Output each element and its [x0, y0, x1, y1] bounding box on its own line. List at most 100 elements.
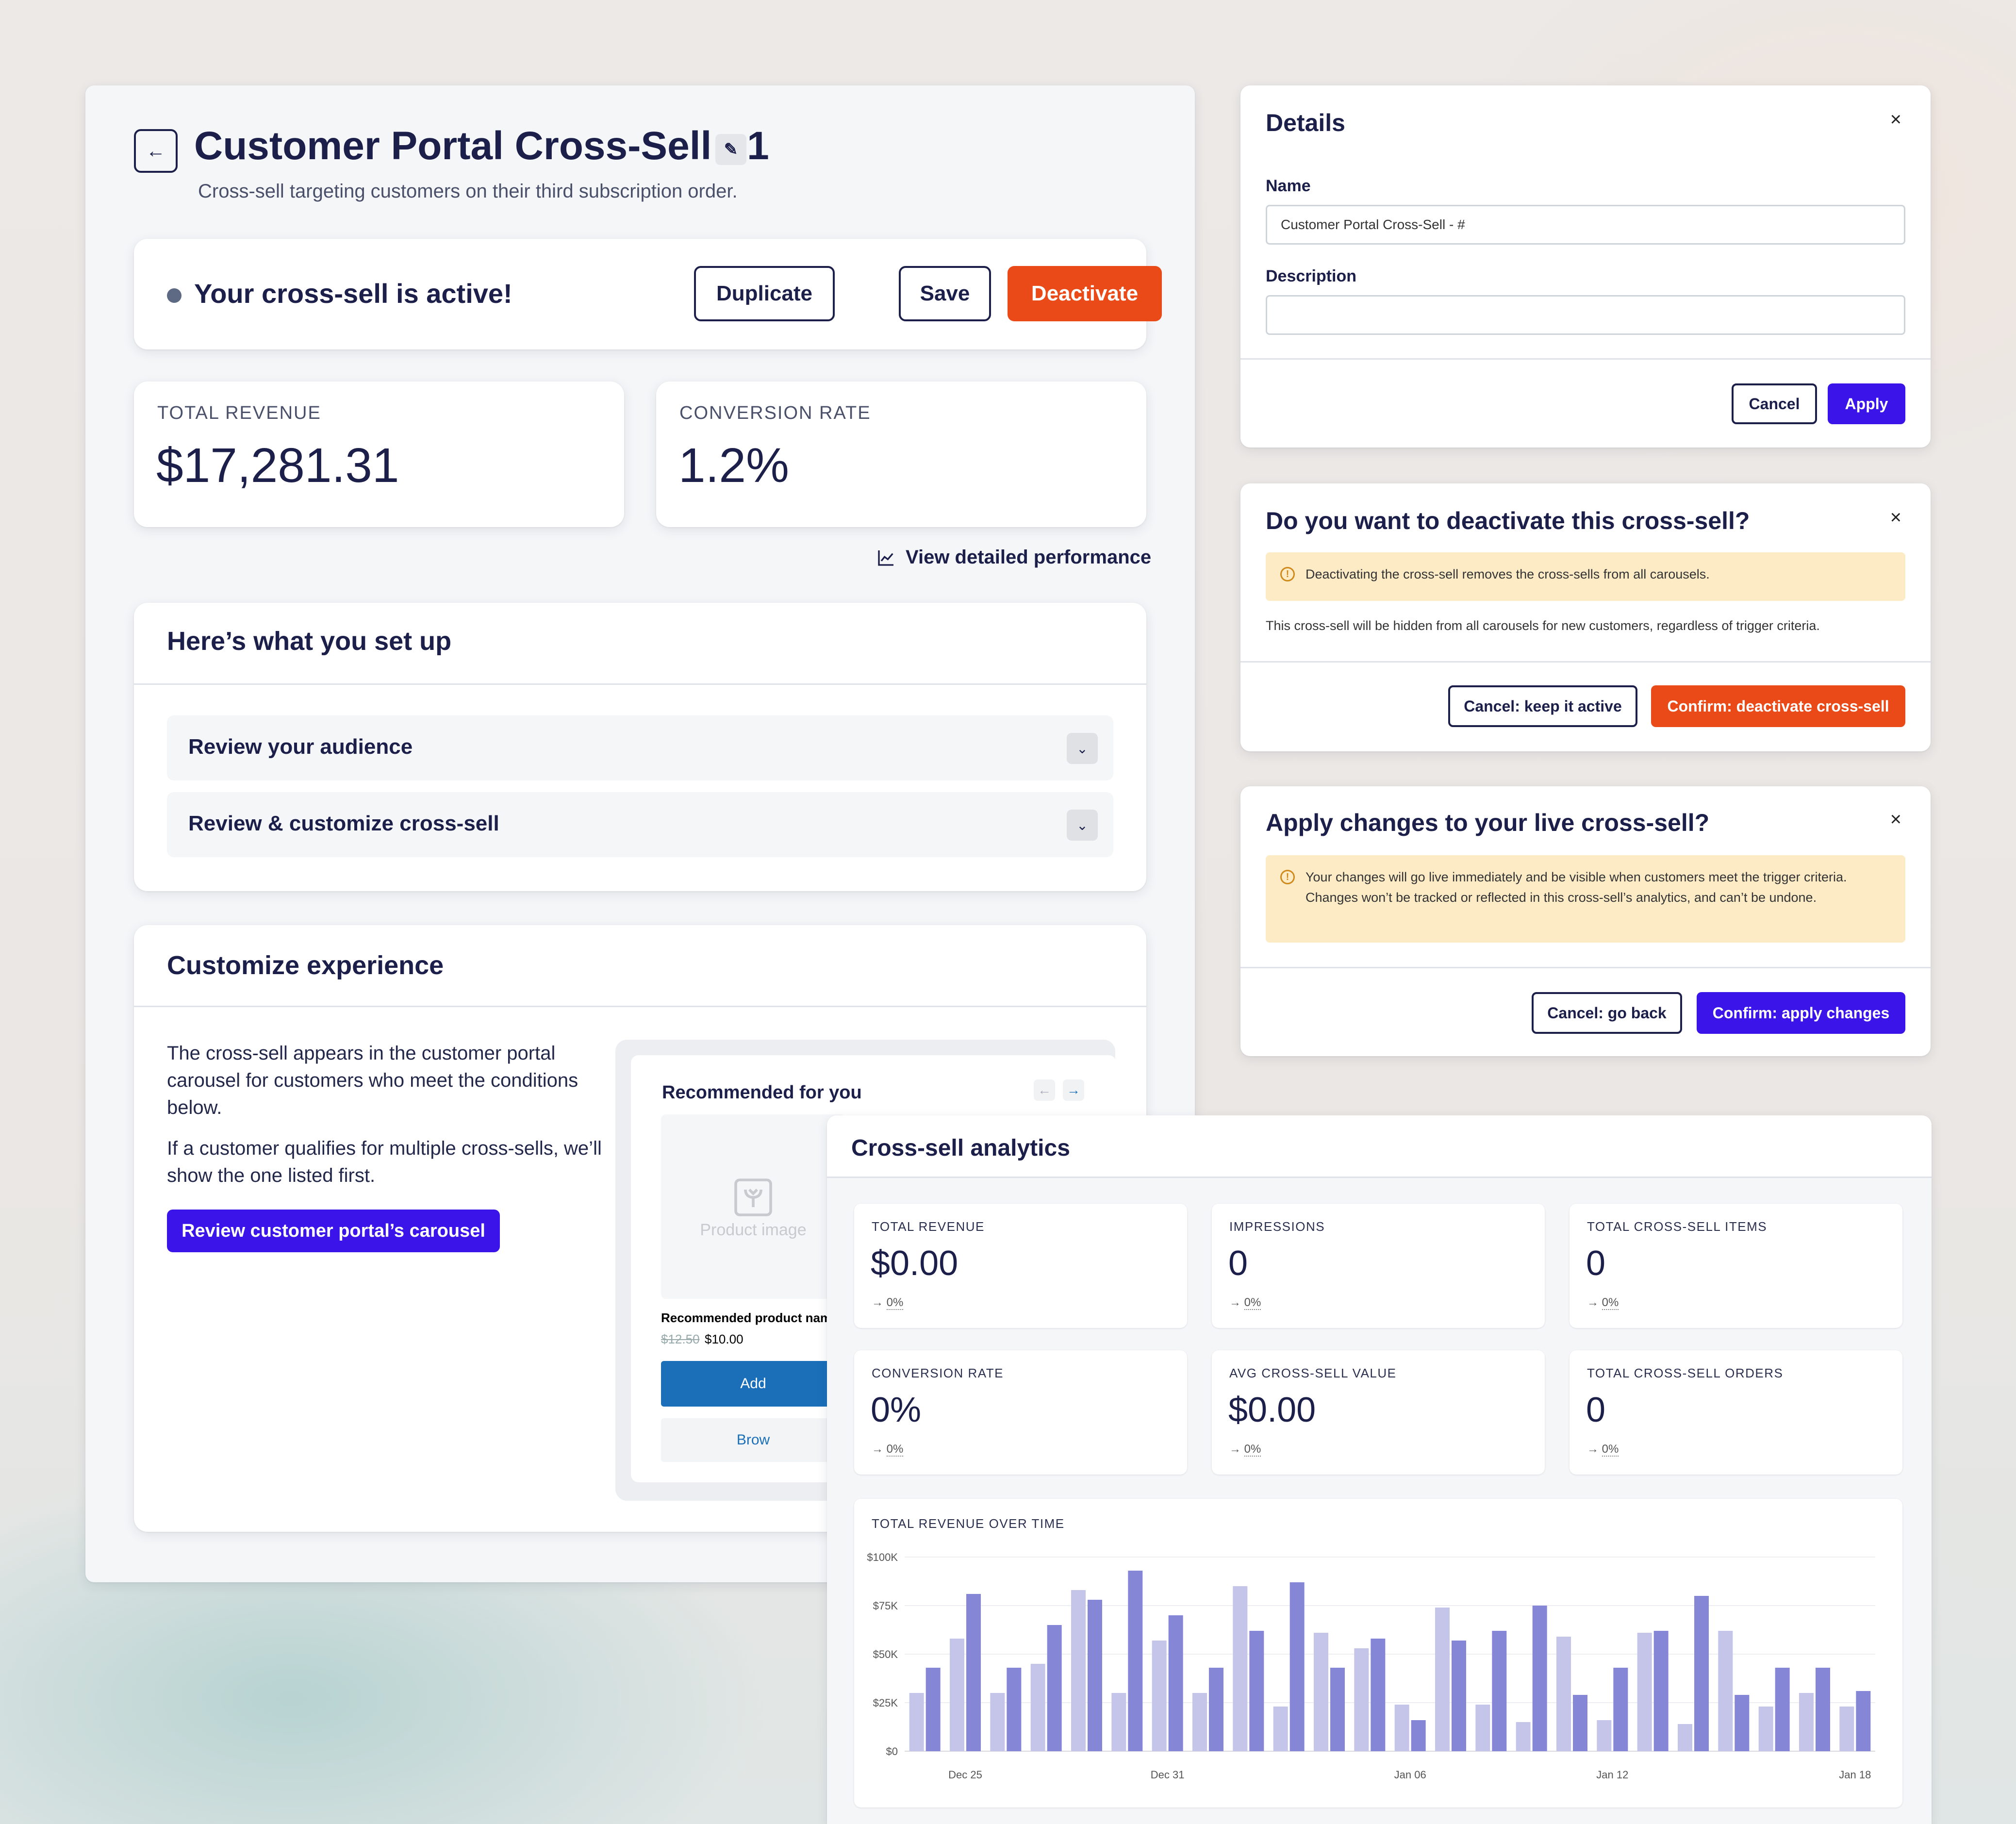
modal-title: Do you want to deactivate this cross-sel…	[1266, 507, 1750, 534]
divider	[1240, 967, 1931, 968]
cancel-button[interactable]: Cancel	[1732, 383, 1817, 424]
bar-series-2	[1775, 1668, 1790, 1751]
metric-label: CONVERSION RATE	[679, 403, 871, 423]
tile-change: → 0%	[872, 1443, 904, 1457]
bar-series-2	[1371, 1639, 1386, 1751]
bar-series-2	[1047, 1625, 1062, 1751]
keep-active-button[interactable]: Cancel: keep it active	[1448, 685, 1637, 727]
view-performance-link[interactable]: View detailed performance	[876, 547, 1151, 568]
back-button[interactable]: ←	[134, 129, 178, 173]
bar-series-1	[950, 1639, 964, 1751]
line-chart-icon	[878, 550, 893, 566]
product-name: Recommended product nam	[661, 1310, 832, 1325]
bar-series-2	[1735, 1695, 1750, 1751]
description-field[interactable]	[1266, 295, 1905, 335]
bar-series-2	[1088, 1600, 1102, 1751]
bar-series-1	[1597, 1720, 1612, 1751]
bar-series-2	[1573, 1695, 1587, 1751]
bar-series-2	[1168, 1615, 1183, 1751]
bar-series-2	[1532, 1606, 1547, 1751]
total-revenue-card: TOTAL REVENUE $17,281.31	[134, 381, 624, 527]
deactivate-note: This cross-sell will be hidden from all …	[1266, 618, 1820, 633]
bar-series-1	[1516, 1722, 1531, 1751]
product-image-label: Product image	[700, 1220, 807, 1239]
divider	[1240, 661, 1931, 663]
bar-series-1	[1556, 1637, 1571, 1751]
bar-series-1	[1152, 1641, 1167, 1751]
divider	[134, 1006, 1146, 1007]
y-tick-label: $25K	[873, 1697, 898, 1709]
save-button[interactable]: Save	[899, 266, 991, 321]
conversion-rate-card: CONVERSION RATE 1.2%	[656, 381, 1146, 527]
status-card: Your cross-sell is active! Duplicate Sav…	[134, 239, 1162, 349]
tile-value: 0	[1228, 1244, 1248, 1283]
description-label: Description	[1266, 267, 1357, 285]
bar-series-2	[1249, 1631, 1264, 1751]
add-button[interactable]: Add	[661, 1361, 845, 1407]
x-tick-label: Jan 06	[1394, 1769, 1426, 1781]
chevron-down-icon: ⌄	[1067, 733, 1098, 764]
change-value: 0%	[1244, 1443, 1261, 1457]
bar-series-1	[1071, 1590, 1086, 1751]
confirm-deactivate-button[interactable]: Confirm: deactivate cross-sell	[1651, 685, 1905, 727]
accordion-review-cross-sell[interactable]: Review & customize cross-sell ⌄	[167, 792, 1113, 857]
page-title: Customer Portal Cross-Sell - 1	[194, 124, 769, 168]
accordion-review-audience[interactable]: Review your audience ⌄	[167, 715, 1113, 780]
arrow-left-icon[interactable]: ←	[1034, 1079, 1055, 1101]
apply-button[interactable]: Apply	[1828, 383, 1905, 424]
bar-series-2	[966, 1594, 981, 1751]
tile-change: → 0%	[1587, 1296, 1619, 1310]
bar-series-1	[1839, 1707, 1854, 1751]
status-text: Your cross-sell is active!	[194, 278, 512, 309]
duplicate-button[interactable]: Duplicate	[694, 266, 835, 321]
review-carousel-button[interactable]: Review customer portal’s carousel	[167, 1210, 500, 1252]
bar-series-2	[1411, 1720, 1426, 1751]
bar-series-1	[1718, 1631, 1733, 1751]
arrow-left-icon: ←	[146, 140, 165, 162]
x-tick-label: Dec 31	[1151, 1769, 1185, 1781]
chart-title: TOTAL REVENUE OVER TIME	[872, 1516, 1065, 1531]
pencil-icon[interactable]: ✎	[715, 134, 746, 165]
tile-value: 0	[1586, 1244, 1606, 1283]
y-tick-label: $50K	[873, 1648, 898, 1660]
bar-series-1	[1475, 1705, 1490, 1751]
bar-series-1	[1354, 1648, 1369, 1751]
close-icon[interactable]: ×	[1890, 109, 1901, 130]
analytics-header: Cross-sell analytics	[827, 1115, 1932, 1178]
change-value: 0%	[1602, 1296, 1619, 1310]
bar-series-1	[1030, 1664, 1045, 1751]
arrow-right-icon[interactable]: →	[1063, 1079, 1084, 1101]
tile-label: IMPRESSIONS	[1229, 1219, 1325, 1234]
bar-series-1	[909, 1693, 924, 1751]
warning-icon: !	[1280, 567, 1295, 581]
revenue-chart-card: TOTAL REVENUE OVER TIME $0 $25K $50K $75K $1…	[854, 1499, 1902, 1807]
tile-change: → 0%	[1229, 1443, 1261, 1457]
browse-button[interactable]: Brow	[661, 1418, 845, 1462]
deactivate-button[interactable]: Deactivate	[1008, 266, 1162, 321]
arrow-right-icon: →	[872, 1296, 883, 1309]
bar-series-2	[1007, 1668, 1022, 1751]
customize-note: If a customer qualifies for multiple cro…	[167, 1138, 602, 1186]
tile-conversion-rate: CONVERSION RATE 0% → 0%	[854, 1350, 1187, 1475]
bar-series-2	[1694, 1596, 1709, 1751]
divider	[1240, 358, 1931, 360]
setup-title: Here’s what you set up	[167, 627, 452, 656]
warning-icon: !	[1280, 870, 1295, 884]
name-field[interactable]	[1266, 205, 1905, 245]
close-icon[interactable]: ×	[1890, 809, 1901, 830]
confirm-apply-button[interactable]: Confirm: apply changes	[1697, 992, 1905, 1034]
old-price: $12.50	[661, 1332, 700, 1346]
tile-value: 0	[1586, 1391, 1606, 1429]
close-icon[interactable]: ×	[1890, 507, 1901, 528]
arrow-right-icon: →	[872, 1443, 883, 1456]
arrow-right-icon: →	[1587, 1443, 1599, 1456]
x-tick-label: Jan 12	[1596, 1769, 1628, 1781]
go-back-button[interactable]: Cancel: go back	[1532, 992, 1682, 1034]
bar-series-1	[1799, 1693, 1814, 1751]
name-label: Name	[1266, 177, 1311, 195]
details-modal: Details × Name Description Cancel Apply	[1240, 85, 1931, 448]
bar-series-2	[1816, 1668, 1830, 1751]
warning-banner: ! Your changes will go live immediately …	[1266, 855, 1905, 943]
x-tick-label: Jan 18	[1839, 1769, 1871, 1781]
bar-series-1	[1233, 1586, 1248, 1751]
